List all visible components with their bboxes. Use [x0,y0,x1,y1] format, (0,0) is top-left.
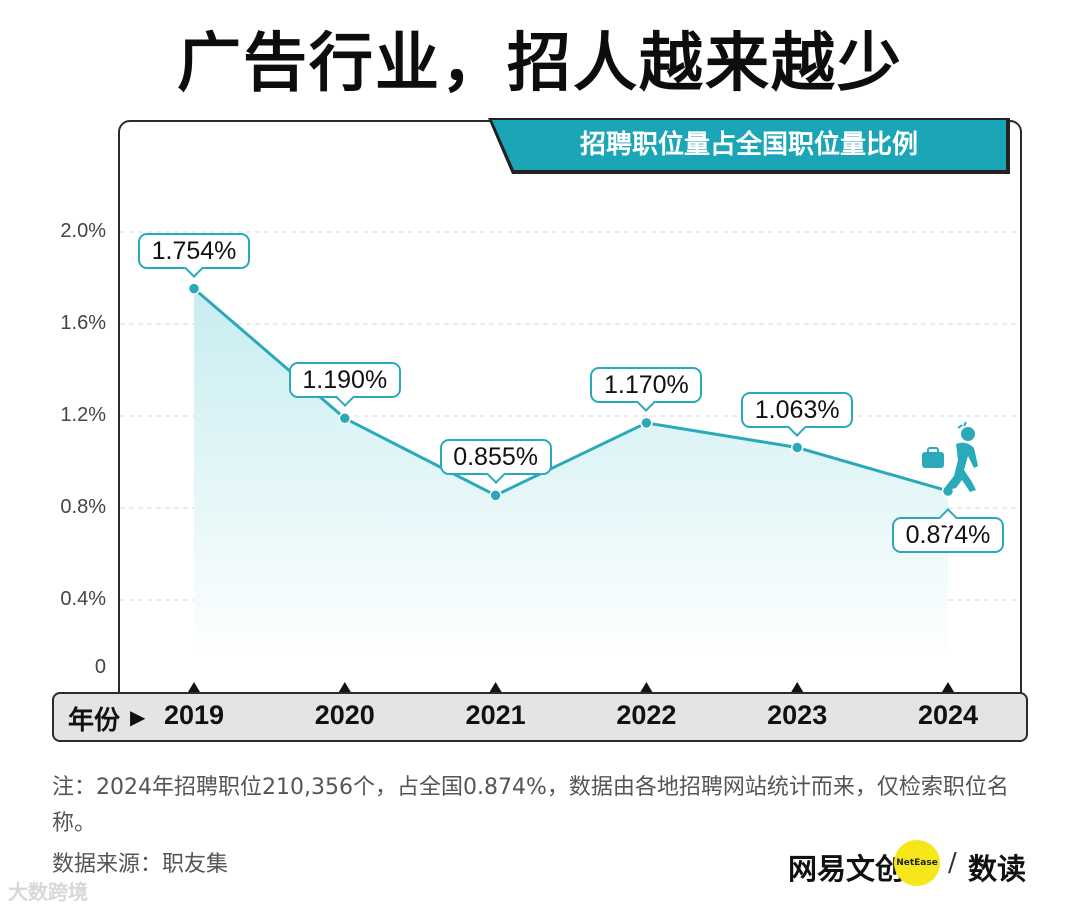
page-title: 广告行业，招人越来越少 [177,27,903,101]
x-tick-label: 2021 [465,700,526,730]
watermark: 大数跨境 [8,880,88,904]
data-label: 0.855% [439,439,552,476]
brand-separator: / [948,848,957,878]
x-tick-label: 2024 [917,700,979,730]
data-label: 1.063% [741,391,854,428]
data-label: 1.170% [590,366,703,403]
y-tick-label: 0.4% [60,588,106,610]
x-tick-label: 2023 [767,700,828,730]
brand-badge: NetEase [894,840,940,886]
x-tick-label: 2019 [163,700,225,730]
x-axis-title: 年份 [68,706,121,736]
data-label: 1.190% [288,362,401,399]
brand-name: 网易文创 [788,852,905,886]
y-tick-label: 1.2% [60,404,106,426]
brand-sub: 数读 [968,852,1027,886]
data-source: 数据来源：职友集 [52,852,229,877]
chart-subtitle: 招聘职位量占全国职位量比例 [492,120,1006,170]
data-label: 0.874% [892,516,1004,553]
data-label: 1.754% [138,232,250,269]
chart-panel [118,120,1022,740]
y-tick-label: 0.8% [60,496,106,518]
x-tick-label: 2022 [616,700,677,730]
y-tick-label: 2.0% [60,220,106,242]
y-tick-label: 1.6% [60,312,106,334]
play-triangle-icon: ▶ [130,705,146,729]
footnote: 注：2024年招聘职位210,356个，占全国0.874%，数据由各地招聘网站统… [52,775,1009,836]
x-axis-bar [52,692,1028,742]
y-tick-label: 0 [94,656,106,678]
x-tick-label: 2020 [314,700,375,730]
